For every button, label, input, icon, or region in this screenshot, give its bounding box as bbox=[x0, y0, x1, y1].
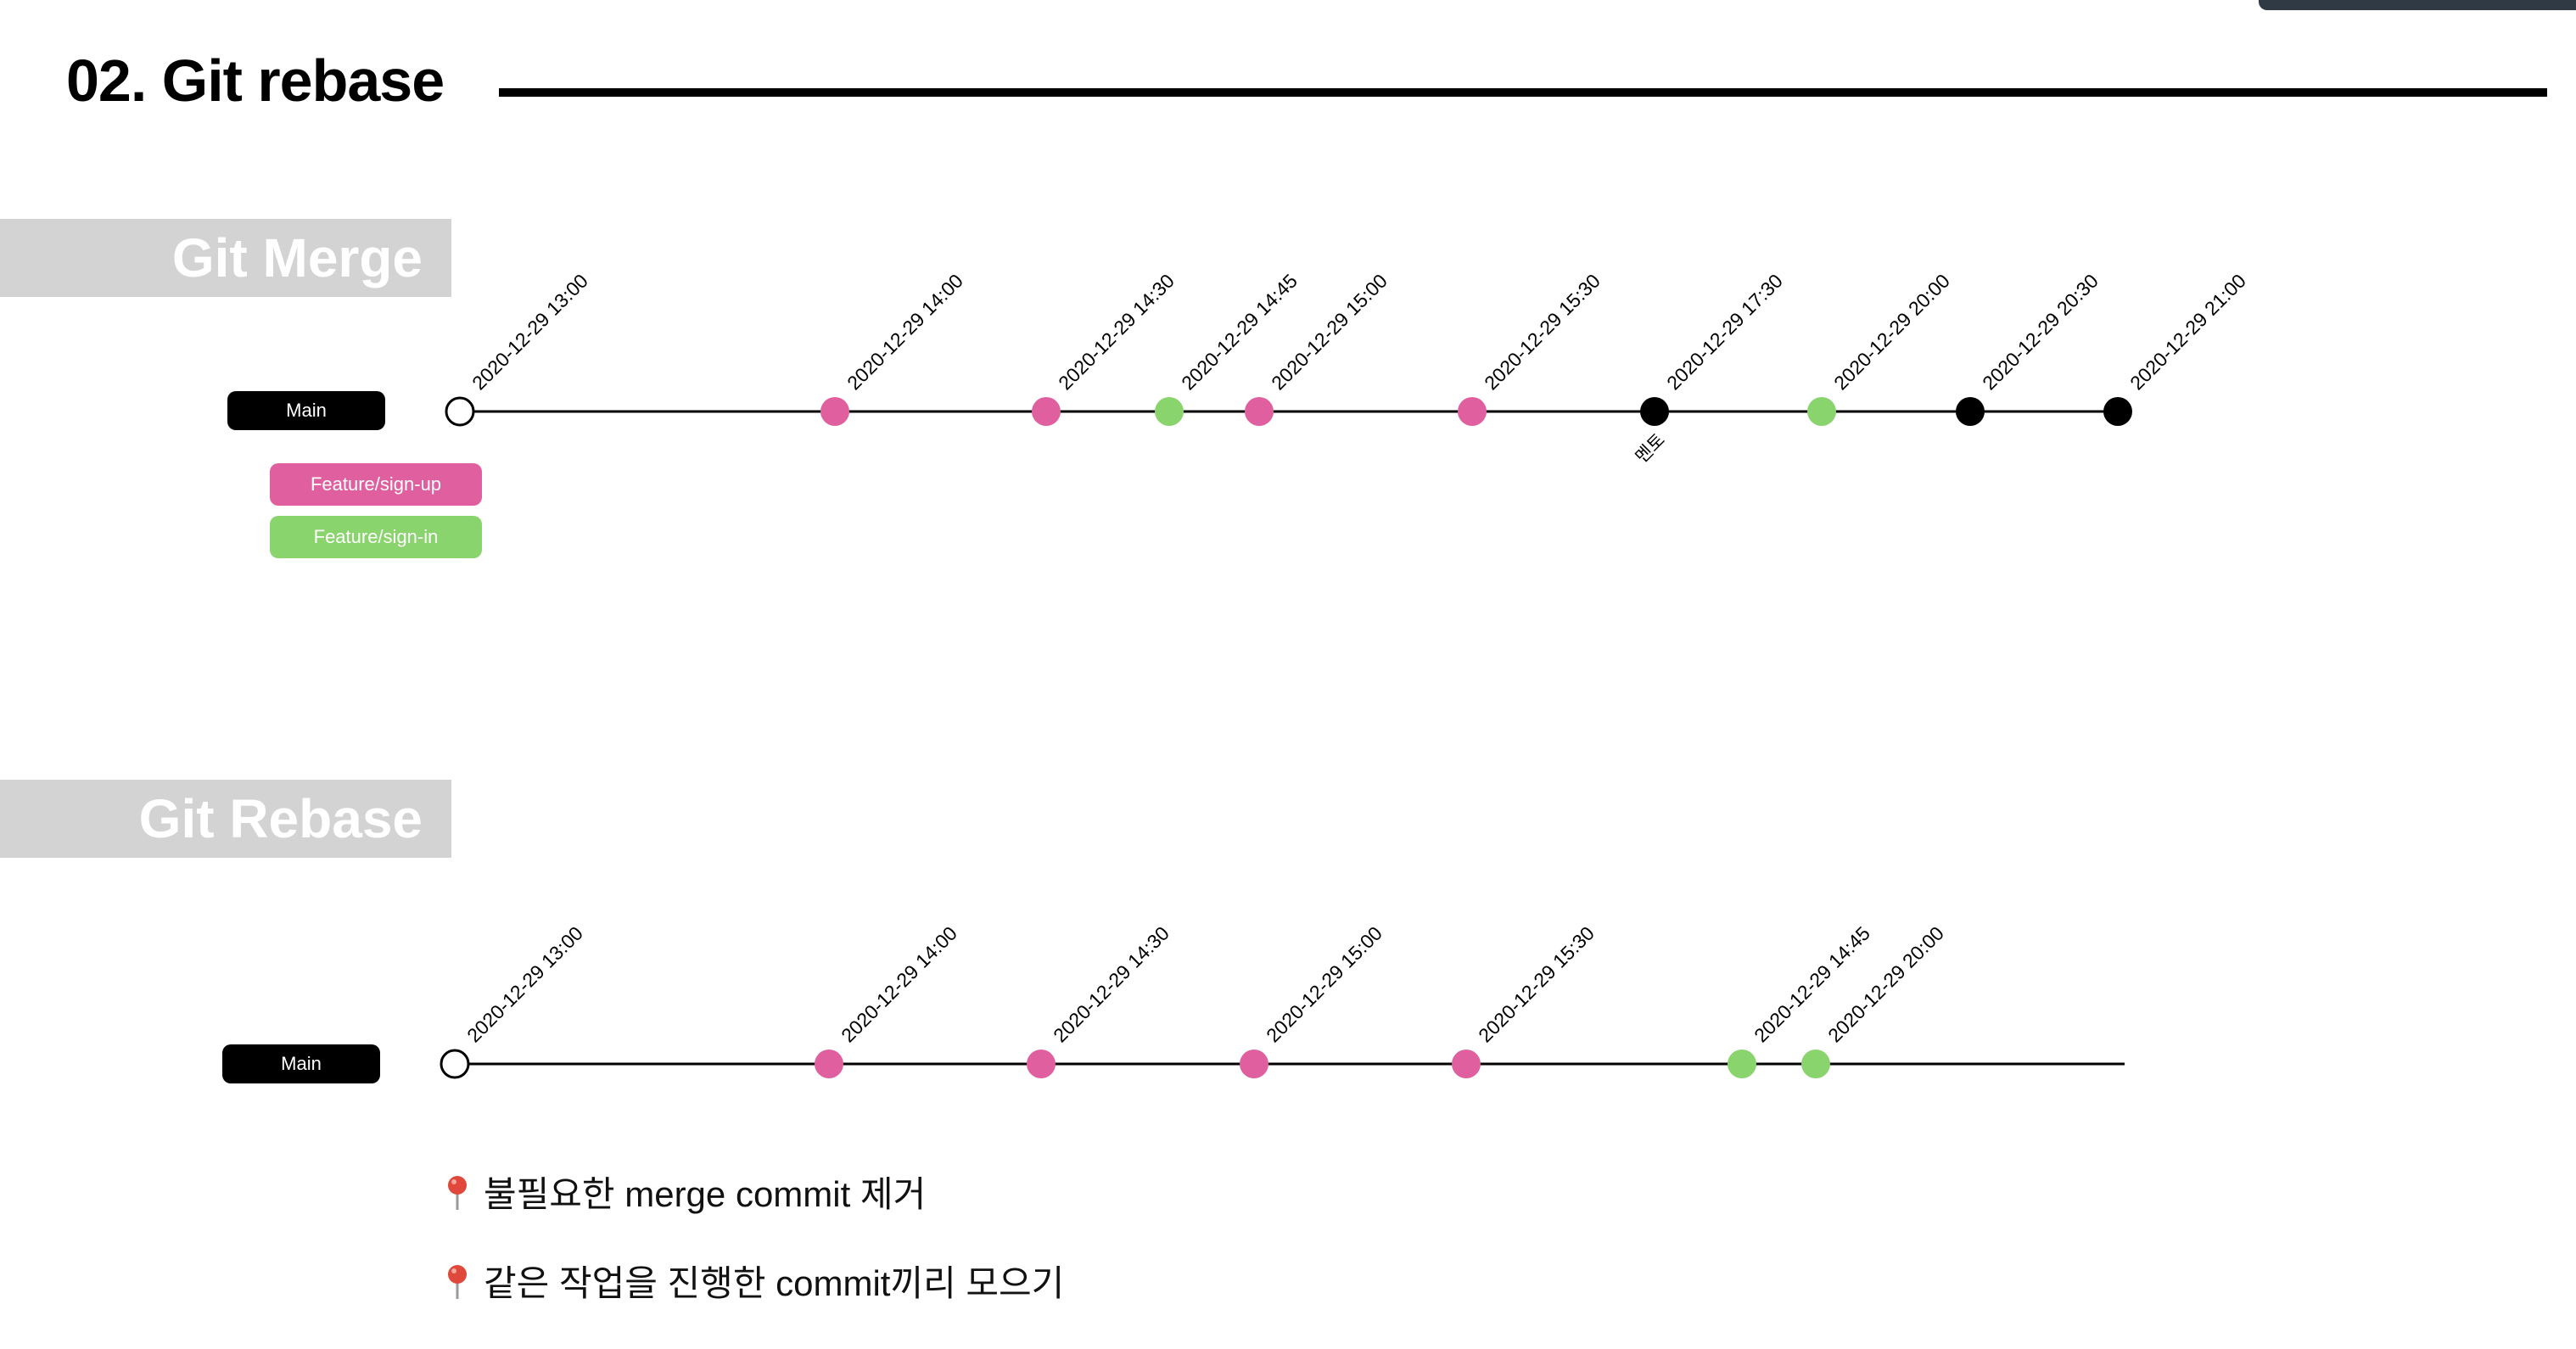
commit-node bbox=[1728, 1050, 1756, 1078]
commit-node bbox=[1155, 397, 1184, 426]
note-text: 불필요한 merge commit 제거 bbox=[484, 1174, 927, 1214]
commit-timestamp-label: 2020-12-29 20:30 bbox=[1978, 270, 2103, 395]
pushpin-icon bbox=[445, 1174, 470, 1217]
commit-timestamp-label: 2020-12-29 20:00 bbox=[1829, 270, 1954, 395]
commit-node bbox=[1245, 397, 1274, 426]
commit-timestamp-label: 2020-12-29 13:00 bbox=[468, 270, 592, 395]
title-divider bbox=[499, 88, 2547, 97]
commit-timestamp-label: 2020-12-29 13:00 bbox=[462, 922, 587, 1047]
commit-timestamp-label: 2020-12-29 14:30 bbox=[1049, 922, 1173, 1047]
note-item: 불필요한 merge commit 제거 bbox=[445, 1174, 926, 1217]
rebase-main-branch-tag: Main bbox=[222, 1044, 380, 1083]
commit-timestamp-label: 2020-12-29 21:00 bbox=[2125, 270, 2250, 395]
commit-node bbox=[2103, 397, 2132, 426]
commit-node bbox=[440, 1049, 470, 1079]
git-merge-banner: Git Merge bbox=[0, 219, 451, 297]
feature-signup-branch-tag: Feature/sign-up bbox=[270, 463, 482, 506]
commit-timestamp-label: 2020-12-29 14:30 bbox=[1054, 270, 1179, 395]
page-title: 02. Git rebase bbox=[66, 48, 445, 114]
pushpin-icon bbox=[445, 1263, 470, 1307]
commit-timestamp-label: 2020-12-29 15:30 bbox=[1474, 922, 1599, 1047]
merge-timeline: 2020-12-29 13:00 2020-12-29 14:00 2020-12-… bbox=[445, 270, 2250, 467]
rebase-timeline: 2020-12-29 13:00 2020-12-29 14:00 2020-12-… bbox=[440, 922, 2125, 1079]
commit-node bbox=[1801, 1050, 1830, 1078]
commit-note-label: 멘토 bbox=[1632, 429, 1669, 467]
commit-node bbox=[1240, 1050, 1268, 1078]
commit-node bbox=[1458, 397, 1487, 426]
merge-main-branch-tag: Main bbox=[227, 391, 385, 430]
commit-node bbox=[1032, 397, 1061, 426]
commit-timestamp-label: 2020-12-29 15:00 bbox=[1262, 922, 1386, 1047]
feature-signin-branch-tag: Feature/sign-in bbox=[270, 516, 482, 558]
commit-node bbox=[815, 1050, 843, 1078]
commit-node bbox=[1956, 397, 1985, 426]
commit-node bbox=[820, 397, 849, 426]
commit-node bbox=[1027, 1050, 1056, 1078]
note-text: 같은 작업을 진행한 commit끼리 모으기 bbox=[484, 1263, 1065, 1303]
note-item: 같은 작업을 진행한 commit끼리 모으기 bbox=[445, 1263, 1064, 1307]
commit-node bbox=[1807, 397, 1836, 426]
commit-timestamp-label: 2020-12-29 14:00 bbox=[843, 270, 967, 395]
window-corner-bar bbox=[2259, 0, 2576, 10]
git-rebase-banner: Git Rebase bbox=[0, 780, 451, 858]
commit-node bbox=[1452, 1050, 1481, 1078]
commit-timestamp-label: 2020-12-29 15:30 bbox=[1480, 270, 1604, 395]
commit-node bbox=[1640, 397, 1669, 426]
commit-timestamp-label: 2020-12-29 17:30 bbox=[1662, 270, 1787, 395]
commit-timestamp-label: 2020-12-29 14:00 bbox=[837, 922, 961, 1047]
commit-node bbox=[445, 396, 475, 427]
